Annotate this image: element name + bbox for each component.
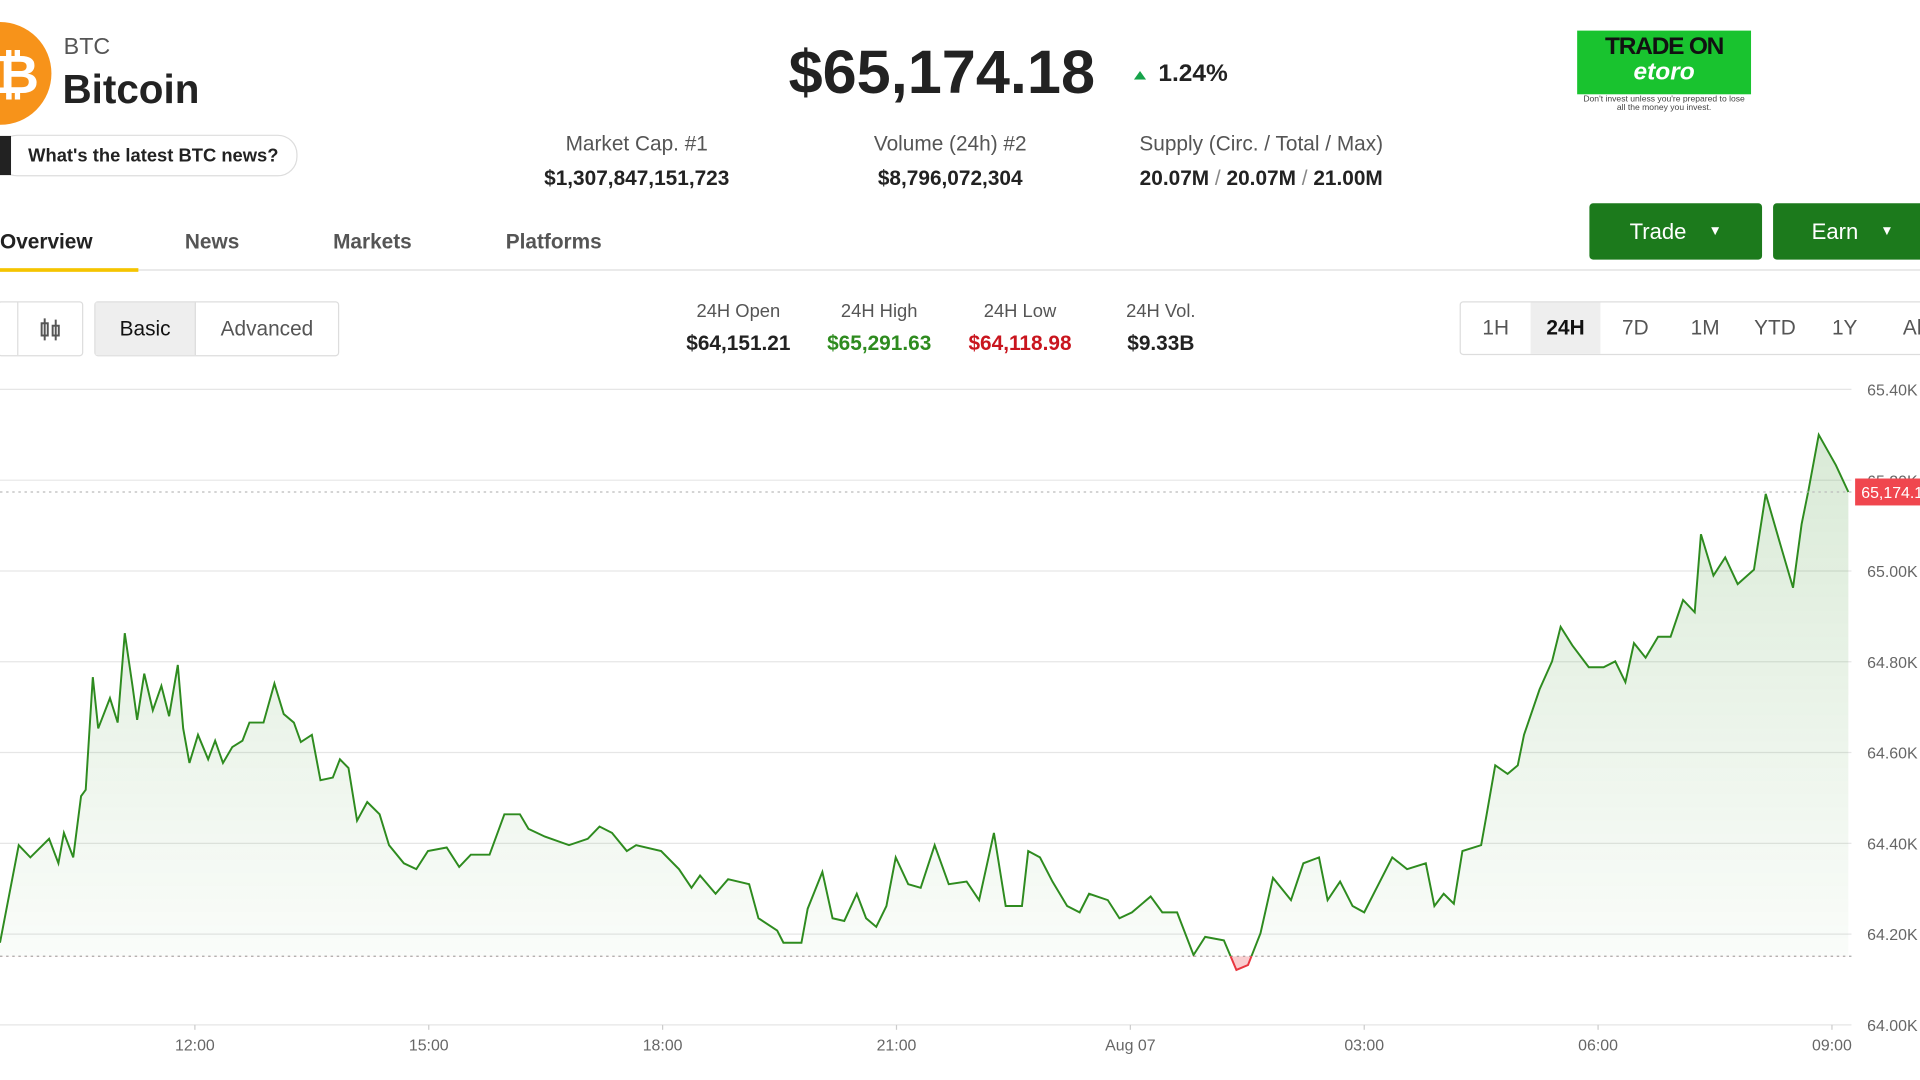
y-tick-label: 64.60K <box>1867 746 1918 763</box>
stat-part: 20.07M <box>1226 166 1296 190</box>
x-tick-label: 06:00 <box>1578 1038 1618 1055</box>
range-group: 1H 24H 7D 1M YTD 1Y All <box>1459 301 1920 356</box>
up-arrow <box>1133 70 1147 79</box>
x-tick-label: 09:00 <box>1812 1038 1852 1055</box>
stat-label: Market Cap. #1 <box>565 132 708 156</box>
price-chart: 64.00K64.20K64.40K64.60K64.80K65.00K65.2… <box>0 383 1920 1055</box>
ad-brand: etoro <box>1633 58 1695 86</box>
x-tick-label: 15:00 <box>409 1038 449 1055</box>
day-stat-label: 24H Vol. <box>1126 301 1196 323</box>
range-button[interactable]: 7D <box>1622 315 1649 340</box>
day-stat-value: $9.33B <box>1127 331 1195 356</box>
y-tick-label: 65.00K <box>1867 564 1918 581</box>
last-price-label: 65,174.18 <box>1861 485 1920 502</box>
mode-button[interactable]: Basic <box>95 302 196 356</box>
tab-underline <box>0 268 139 272</box>
ad-headline: TRADE ON <box>1605 33 1724 61</box>
area-up <box>0 434 1849 957</box>
x-tick-label: Aug 07 <box>1105 1038 1156 1055</box>
y-tick-label: 64.00K <box>1867 1018 1918 1035</box>
y-tick-label: 64.80K <box>1867 655 1918 672</box>
earn-button[interactable]: Earn ▼ <box>1773 203 1920 260</box>
x-tick-label: 21:00 <box>877 1038 917 1055</box>
candle-icon <box>40 317 60 340</box>
stat-label: Supply (Circ. / Total / Max) <box>1139 132 1384 156</box>
tab[interactable]: Markets <box>333 230 412 254</box>
range-button[interactable]: 1Y <box>1831 315 1858 340</box>
chart-style-group <box>0 301 84 357</box>
change: 1.24% <box>1133 60 1228 88</box>
stat-label: Volume (24h) #2 <box>873 132 1027 156</box>
mode-button[interactable]: Advanced <box>220 316 314 340</box>
x-tick-label: 12:00 <box>175 1038 215 1055</box>
range-button[interactable]: YTD <box>1754 315 1796 340</box>
last-price-tag <box>1855 478 1920 506</box>
day-stat-value: $64,151.21 <box>686 331 791 356</box>
range-button[interactable]: 1H <box>1482 315 1510 340</box>
price: $65,174.18 <box>788 37 1096 107</box>
tab[interactable]: News <box>184 230 240 254</box>
coin-symbol: BTC <box>63 34 111 61</box>
day-stat-label: 24H Open <box>696 301 781 323</box>
x-tick-label: 03:00 <box>1344 1038 1384 1055</box>
separator: / <box>1301 166 1308 190</box>
y-tick-label: 65.40K <box>1867 383 1918 400</box>
day-stat-label: 24H High <box>840 301 918 323</box>
svg-text:₿: ₿ <box>0 45 39 105</box>
day-stat-value: $64,118.98 <box>968 331 1072 356</box>
stat-part: 20.07M <box>1139 166 1210 190</box>
candle-style-button[interactable] <box>18 302 82 355</box>
day-stat-value: $65,291.63 <box>827 331 932 356</box>
chart-mode-group: Basic Advanced <box>94 301 340 357</box>
range-button[interactable]: 1M <box>1690 315 1720 340</box>
tab[interactable]: Platforms <box>505 230 602 254</box>
price-line <box>0 431 1850 957</box>
change-value: 1.24% <box>1158 60 1228 87</box>
separator: / <box>1214 166 1221 190</box>
news-button[interactable]: What's the latest BTC news? <box>0 134 298 177</box>
coin-logo: ₿ <box>0 22 52 125</box>
day-stat-label: 24H Low <box>983 301 1057 323</box>
coin-name: Bitcoin <box>62 66 200 112</box>
ad-banner[interactable]: TRADE ON etoro <box>1577 30 1752 95</box>
stat-value: $1,307,847,151,723 <box>544 166 730 190</box>
button-label: Trade <box>1629 218 1687 244</box>
range-button[interactable]: All <box>1902 315 1920 340</box>
stat-value: $8,796,072,304 <box>877 166 1023 190</box>
x-tick-label: 18:00 <box>643 1038 683 1055</box>
button-label: Earn <box>1811 218 1859 244</box>
stat-part: 21.00M <box>1313 166 1383 190</box>
line-style-button[interactable] <box>0 302 19 356</box>
y-tick-label: 64.40K <box>1867 836 1918 853</box>
ad-disclaimer: Don't invest unless you're prepared to l… <box>1583 95 1745 113</box>
range-button[interactable]: 24H <box>1530 302 1601 354</box>
y-tick-label: 64.20K <box>1867 927 1918 944</box>
trade-button[interactable]: Trade ▼ <box>1589 203 1763 260</box>
news-button-label: What's the latest BTC news? <box>28 145 279 166</box>
tab-divider <box>0 269 1920 271</box>
tab[interactable]: Overview <box>0 230 93 254</box>
